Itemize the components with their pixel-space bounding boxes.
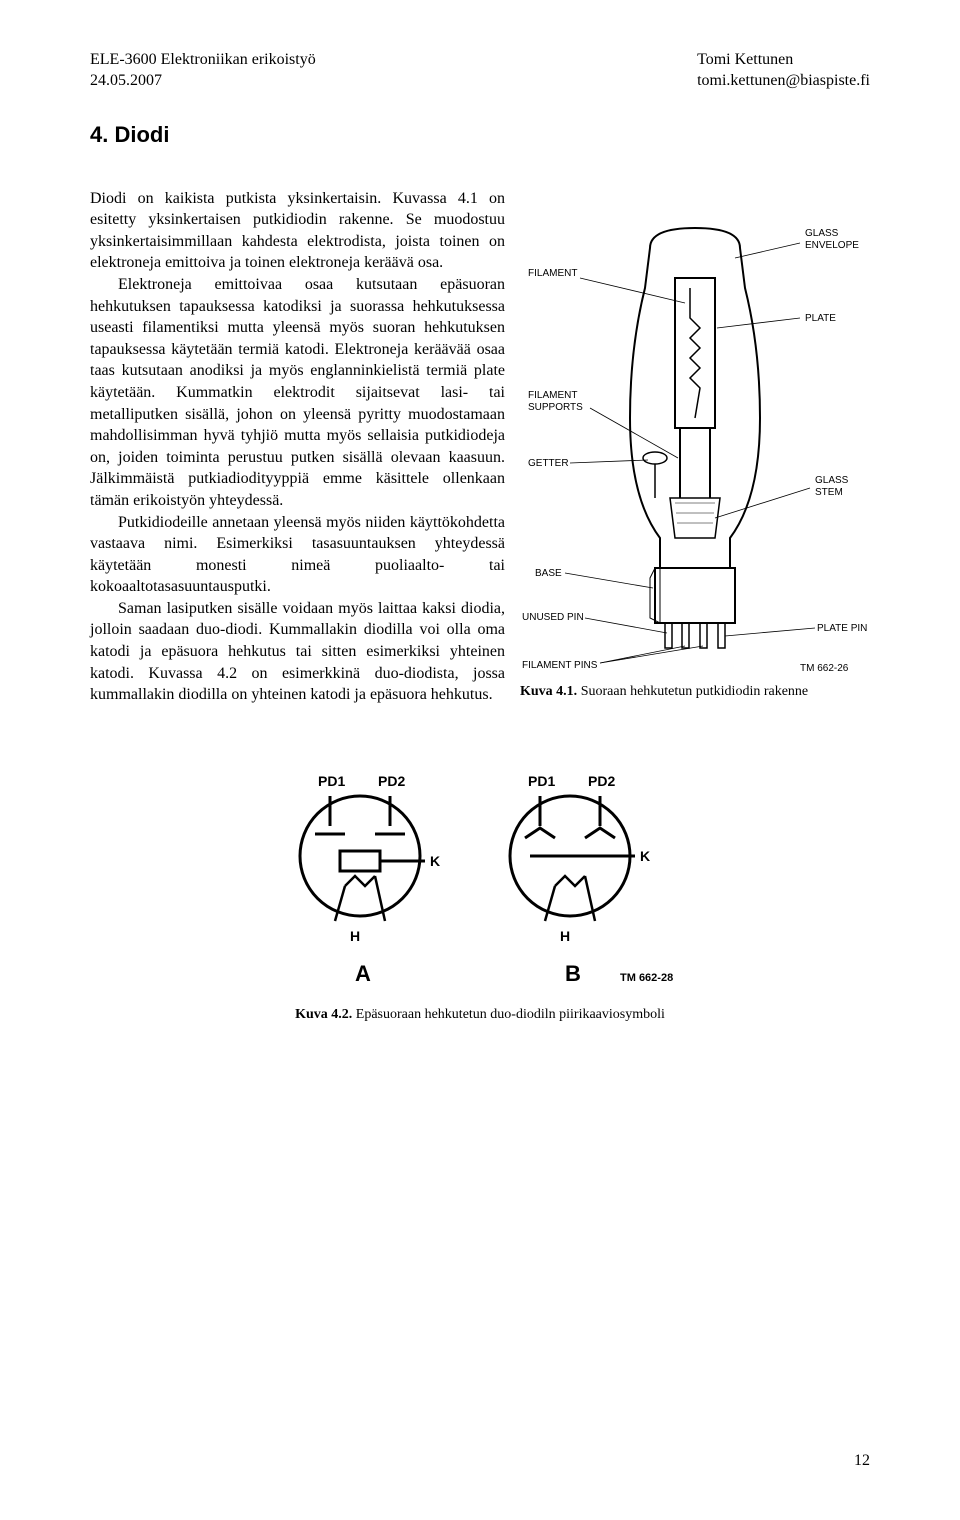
label-plate-pin: PLATE PIN [817, 623, 867, 634]
svg-text:H: H [560, 928, 570, 944]
header-right: Tomi Kettunen tomi.kettunen@biaspiste.fi [697, 50, 870, 92]
svg-text:K: K [430, 853, 440, 869]
figure-4-1-image: FILAMENT FILAMENT SUPPORTS GETTER BASE U… [520, 188, 870, 678]
figure-4-1: FILAMENT FILAMENT SUPPORTS GETTER BASE U… [520, 188, 870, 701]
label-filament-pins: FILAMENT PINS [522, 660, 598, 671]
svg-text:PD1: PD1 [528, 773, 555, 789]
svg-text:B: B [565, 961, 581, 986]
label-filament-supports: FILAMENT [528, 390, 577, 401]
label-filament-supports2: SUPPORTS [528, 402, 583, 413]
header-left: ELE-3600 Elektroniikan erikoistyö 24.05.… [90, 50, 316, 92]
svg-text:H: H [350, 928, 360, 944]
svg-text:A: A [355, 961, 371, 986]
course-code: ELE-3600 Elektroniikan erikoistyö [90, 50, 316, 71]
author-name: Tomi Kettunen [697, 50, 870, 71]
label-tm41: TM 662-26 [800, 663, 849, 674]
label-unused-pin: UNUSED PIN [522, 612, 584, 623]
label-glass-envelope: GLASS [805, 228, 839, 239]
svg-text:PD2: PD2 [378, 773, 405, 789]
svg-text:K: K [640, 848, 650, 864]
figure-4-1-caption-number: Kuva 4.1. [520, 684, 577, 699]
figure-4-2: PD1 PD2 K H A PD1 PD2 K H B [90, 756, 870, 1024]
label-getter: GETTER [528, 458, 569, 469]
label-glass-stem2: STEM [815, 487, 843, 498]
date: 24.05.2007 [90, 71, 316, 92]
figure-4-1-caption: Kuva 4.1. Suoraan hehkutetun putkidiodin… [520, 683, 870, 701]
label-base: BASE [535, 568, 562, 579]
figure-4-2-caption: Kuva 4.2. Epäsuoraan hehkutetun duo-diod… [90, 1006, 870, 1024]
author-email: tomi.kettunen@biaspiste.fi [697, 71, 870, 92]
section-title: 4. Diodi [90, 122, 870, 148]
label-glass-stem: GLASS [815, 475, 849, 486]
label-filament: FILAMENT [528, 268, 577, 279]
page-number: 12 [854, 1452, 870, 1470]
figure-4-2-image: PD1 PD2 K H A PD1 PD2 K H B [250, 756, 710, 996]
svg-text:TM 662-28: TM 662-28 [620, 972, 673, 984]
figure-4-2-caption-number: Kuva 4.2. [295, 1007, 352, 1022]
figure-4-1-caption-text: Suoraan hehkutetun putkidiodin rakenne [577, 684, 808, 699]
svg-text:PD2: PD2 [588, 773, 615, 789]
content: FILAMENT FILAMENT SUPPORTS GETTER BASE U… [90, 188, 870, 1024]
figure-4-2-caption-text: Epäsuoraan hehkutetun duo-diodiln piirik… [352, 1007, 665, 1022]
page-header: ELE-3600 Elektroniikan erikoistyö 24.05.… [90, 50, 870, 92]
label-glass-envelope2: ENVELOPE [805, 240, 859, 251]
label-plate: PLATE [805, 313, 836, 324]
svg-text:PD1: PD1 [318, 773, 345, 789]
